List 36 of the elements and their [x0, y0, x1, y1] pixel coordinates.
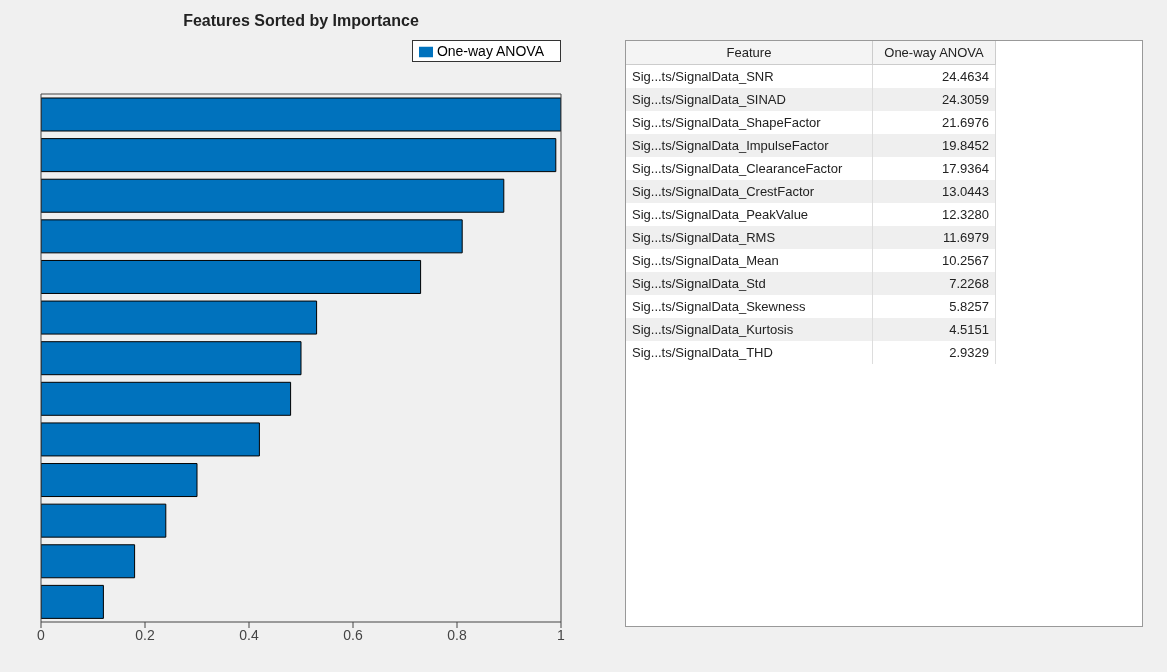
category-label: Sig...ts/SignalData_RMS	[626, 226, 873, 249]
data-label: 21.6976	[872, 111, 996, 134]
x-tick-label: 0	[37, 626, 46, 643]
x-tick-label: 1	[557, 626, 566, 643]
data-label: 17.9364	[872, 157, 996, 180]
x-tick-label: 0.2	[135, 626, 155, 643]
text: Feature	[626, 41, 873, 65]
data-label: 24.4634	[872, 64, 996, 88]
data-label: 19.8452	[872, 134, 996, 157]
data-label: 10.2567	[872, 249, 996, 272]
category-label: Sig...ts/SignalData_CrestFactor	[626, 180, 873, 203]
category-label: Sig...ts/SignalData_Std	[626, 272, 873, 295]
chart-title: Features Sorted by Importance	[182, 12, 420, 30]
x-tick-label: 0.4	[239, 626, 259, 643]
data-label: 11.6979	[872, 226, 996, 249]
category-label: Sig...ts/SignalData_ImpulseFactor	[626, 134, 873, 157]
category-label: Sig...ts/SignalData_Mean	[626, 249, 873, 272]
data-label: 5.8257	[872, 295, 996, 318]
data-label: 24.3059	[872, 88, 996, 111]
x-tick-label: 0.8	[447, 626, 467, 643]
category-label: Sig...ts/SignalData_ClearanceFactor	[626, 157, 873, 180]
category-label: Sig...ts/SignalData_Kurtosis	[626, 318, 873, 341]
category-label: Sig...ts/SignalData_Skewness	[626, 295, 873, 318]
category-label: Sig...ts/SignalData_PeakValue	[626, 203, 873, 226]
x-tick-label: 0.6	[343, 626, 363, 643]
category-label: Sig...ts/SignalData_SNR	[626, 64, 873, 88]
data-label: 2.9329	[872, 341, 996, 364]
data-label: 12.3280	[872, 203, 996, 226]
data-label: 7.2268	[872, 272, 996, 295]
category-label: Sig...ts/SignalData_THD	[626, 341, 873, 364]
series-label: One-way ANOVA	[872, 41, 996, 65]
data-label: 13.0443	[872, 180, 996, 203]
data-label: 4.5151	[872, 318, 996, 341]
category-label: Sig...ts/SignalData_ShapeFactor	[626, 111, 873, 134]
legend-label: One-way ANOVA	[436, 43, 544, 59]
category-label: Sig...ts/SignalData_SINAD	[626, 88, 873, 111]
